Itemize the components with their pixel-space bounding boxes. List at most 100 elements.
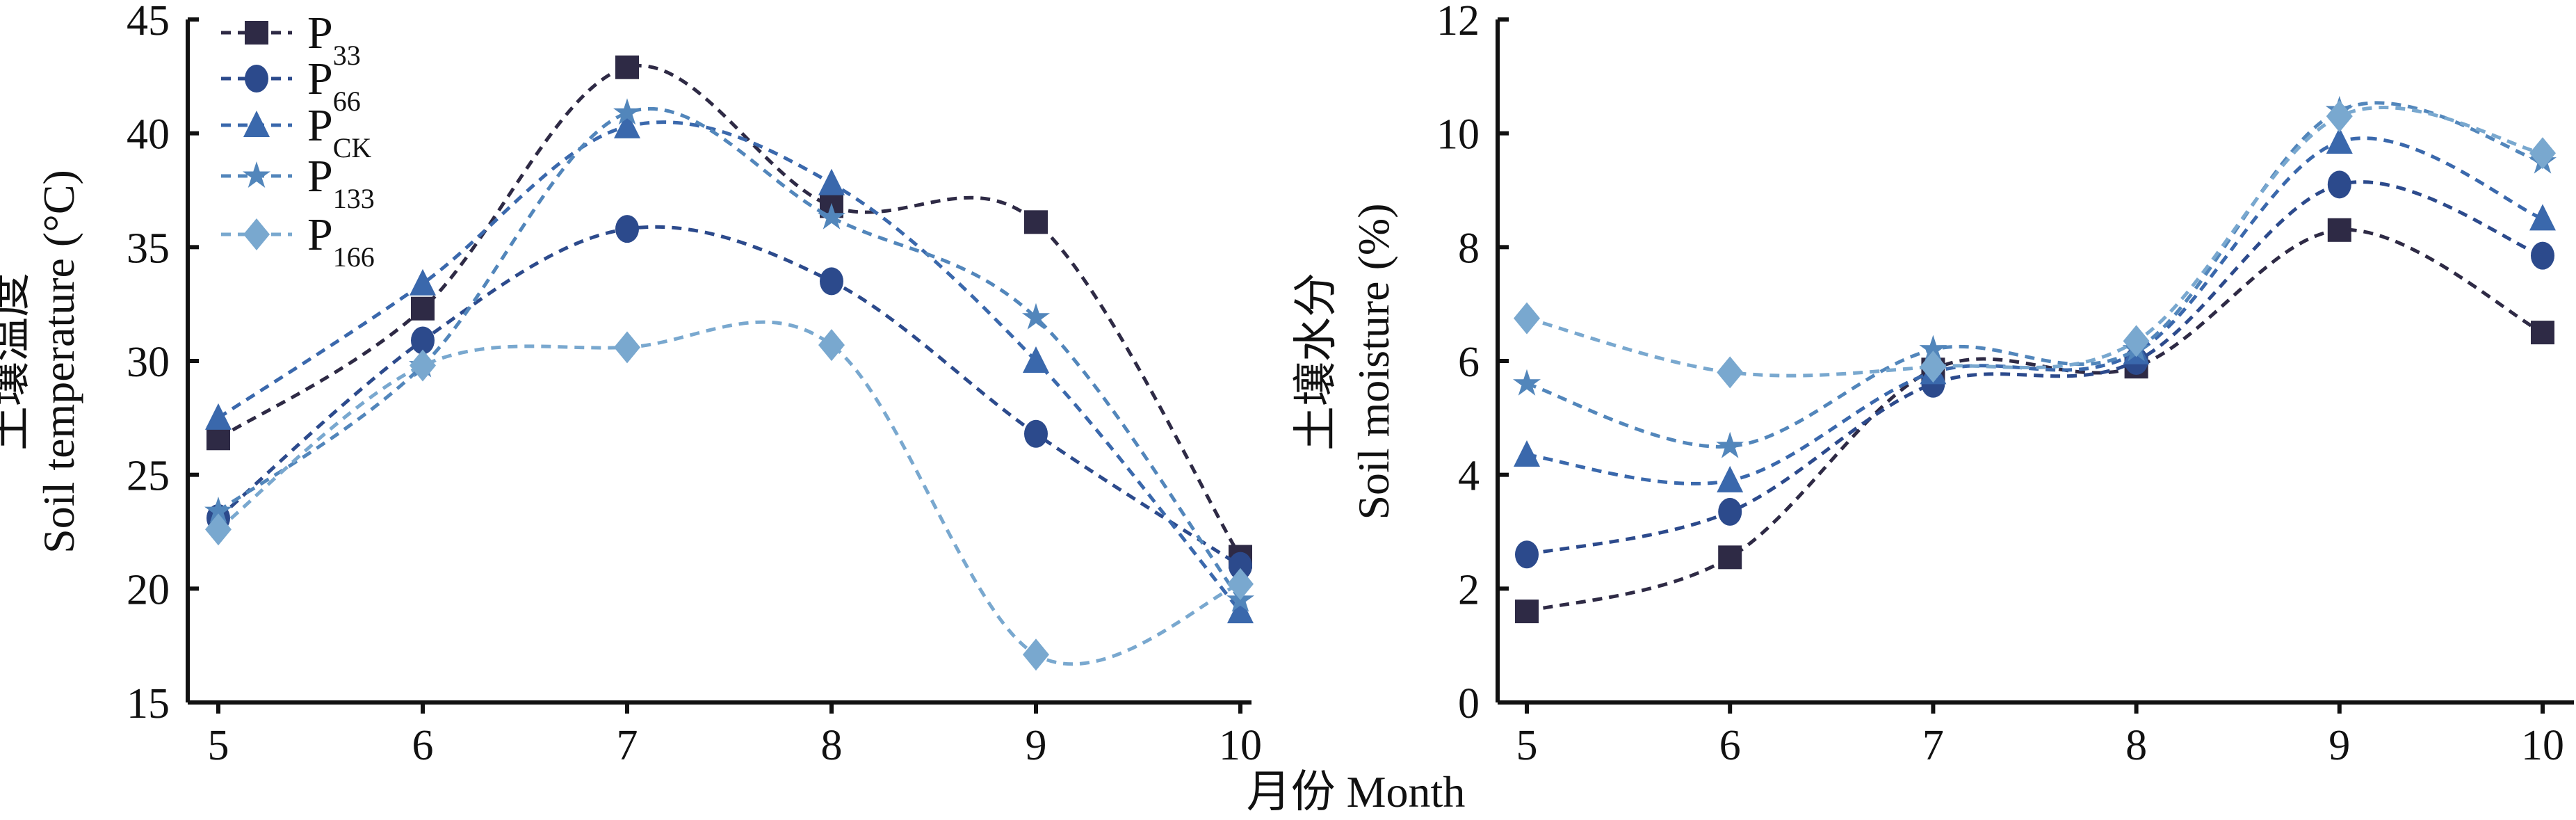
soil-moisture-chart: 0 2 4 6 8 10 12 5 6 7 8 9 10 土壤水分 Soil moisture (%) xyxy=(1291,0,2574,769)
diamond-marker xyxy=(1514,302,1540,335)
star-marker xyxy=(1022,303,1050,330)
legend-item: P133 xyxy=(221,151,375,214)
series-line xyxy=(1526,106,2543,378)
triangle-marker xyxy=(410,268,436,296)
triangle-marker xyxy=(205,403,232,430)
legend-label: PCK xyxy=(307,100,371,163)
y-tick-label: 30 xyxy=(127,339,170,386)
series-line xyxy=(217,120,1242,613)
triangle-marker xyxy=(614,111,640,138)
series-line xyxy=(217,64,1242,558)
star-marker xyxy=(1513,369,1541,396)
square-marker xyxy=(2531,321,2554,345)
y-tick-label: 12 xyxy=(1436,0,1480,45)
y-tick-label: 2 xyxy=(1458,566,1480,613)
series-line xyxy=(1526,180,2543,556)
star-marker xyxy=(1716,431,1744,458)
series-line xyxy=(217,320,1241,666)
x-tick-label: 9 xyxy=(2328,722,2350,769)
y-axis-label-cn: 土壤温度 xyxy=(0,273,34,451)
y-tick-label: 0 xyxy=(1458,680,1480,727)
diamond-marker xyxy=(1227,568,1254,600)
triangle-marker xyxy=(1023,346,1049,373)
star-marker xyxy=(204,497,232,523)
circle-marker xyxy=(411,326,435,355)
x-tick-label: 7 xyxy=(1922,722,1944,769)
circle-marker xyxy=(1718,497,1742,526)
star-marker xyxy=(818,202,845,230)
series-line xyxy=(217,225,1242,568)
square-marker xyxy=(411,296,435,321)
x-tick-label: 5 xyxy=(1516,722,1538,769)
square-marker xyxy=(1515,600,1539,624)
y-tick-label: 20 xyxy=(127,566,170,613)
x-tick-label: 5 xyxy=(208,722,229,769)
star-marker xyxy=(613,98,641,125)
square-marker xyxy=(1718,545,1742,570)
star-marker xyxy=(1919,335,1947,362)
legend-item: P33 xyxy=(221,8,361,71)
y-axis-label: Soil temperature (°C) xyxy=(34,170,83,554)
circle-marker xyxy=(2531,241,2554,270)
y-tick-label: 40 xyxy=(127,111,170,159)
circle-marker xyxy=(1229,552,1252,580)
series-p166 xyxy=(1514,100,2556,389)
diamond-marker xyxy=(2123,325,2150,357)
series-pck xyxy=(205,111,1254,624)
circle-marker xyxy=(820,267,843,296)
x-tick-label: 10 xyxy=(1219,722,1262,769)
x-tick-label: 9 xyxy=(1026,722,1047,769)
y-tick-label: 10 xyxy=(1436,111,1480,159)
series-p133 xyxy=(1513,95,2557,458)
triangle-marker xyxy=(2529,204,2556,231)
series-p33 xyxy=(206,55,1252,569)
y-tick-label: 25 xyxy=(127,453,170,500)
x-tick-label: 7 xyxy=(617,722,638,769)
y-tick-label: 35 xyxy=(127,225,170,272)
y-tick-label: 15 xyxy=(127,680,170,727)
legend-label: P33 xyxy=(307,8,361,71)
triangle-marker xyxy=(1227,597,1254,624)
diamond-marker xyxy=(1717,356,1744,389)
y-axis-label-cn: 土壤水分 xyxy=(1291,273,1340,451)
y-tick-label: 6 xyxy=(1458,339,1480,386)
legend-item: P66 xyxy=(221,54,361,117)
x-tick-label: 8 xyxy=(821,722,843,769)
legend-label: P166 xyxy=(307,209,375,273)
diamond-marker xyxy=(2326,100,2353,133)
legend-item: PCK xyxy=(221,100,371,163)
x-tick-label: 6 xyxy=(1719,722,1741,769)
series-line xyxy=(1526,101,2543,449)
diamond-marker xyxy=(1023,638,1049,671)
diamond-marker xyxy=(2529,137,2556,170)
series-p66 xyxy=(206,215,1252,580)
x-tick-label: 8 xyxy=(2125,722,2147,769)
series-p166 xyxy=(205,320,1254,671)
y-tick-label: 8 xyxy=(1458,225,1480,272)
square-marker xyxy=(2327,218,2351,242)
series-p33 xyxy=(1515,218,2554,624)
triangle-marker xyxy=(1717,465,1744,492)
star-marker xyxy=(243,161,270,188)
diamond-marker xyxy=(205,513,232,546)
triangle-marker xyxy=(818,168,845,195)
x-tick-label: 6 xyxy=(412,722,434,769)
diamond-marker xyxy=(1920,351,1947,383)
series-line xyxy=(1526,136,2543,485)
circle-marker xyxy=(2327,170,2351,199)
square-marker xyxy=(615,55,639,79)
legend-item: P166 xyxy=(221,209,375,273)
circle-marker xyxy=(1024,419,1048,448)
circle-marker xyxy=(1515,540,1539,569)
square-marker xyxy=(245,21,268,45)
y-tick-label: 4 xyxy=(1458,453,1480,500)
circle-marker xyxy=(615,215,639,243)
series-line xyxy=(217,106,1242,602)
soil-temperature-chart: 15 20 25 30 35 40 45 5 6 7 8 9 10 土壤温度 Soil temperatur… xyxy=(0,0,1262,769)
y-tick-label: 45 xyxy=(127,0,170,45)
legend-label: P66 xyxy=(307,54,361,117)
x-tick-label: 10 xyxy=(2521,722,2564,769)
series-p133 xyxy=(204,98,1254,612)
